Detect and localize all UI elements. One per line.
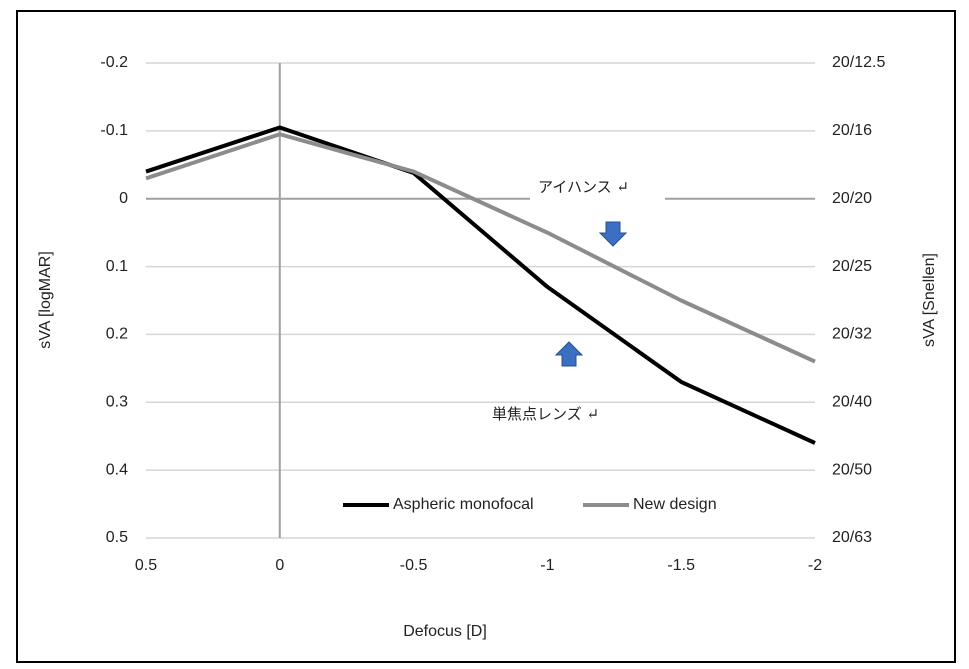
y-tick-label: -0.2 — [100, 54, 128, 71]
y-tick-label: 0 — [119, 190, 128, 207]
plot — [145, 125, 816, 445]
x-tick-label: -0.5 — [400, 557, 428, 574]
annotation: アイハンス ↵ — [538, 178, 629, 196]
series-line — [145, 132, 816, 364]
annotation-bg — [484, 403, 634, 427]
frame — [16, 10, 956, 663]
x-axis-label: Defocus [D] — [403, 623, 487, 640]
y-tick-label: 0.4 — [106, 461, 128, 478]
y-axis-label: sVA [logMAR] — [37, 251, 54, 349]
y-tick-label: -0.1 — [100, 122, 128, 139]
x-tick-label: 0 — [275, 557, 284, 574]
y-tick-label: 0.5 — [106, 529, 128, 546]
y-tick-label: 0.3 — [106, 394, 128, 411]
y2-tick-label: 20/12.5 — [832, 54, 885, 71]
y2-tick-label: 20/20 — [832, 190, 872, 207]
y2-axis-label: sVA [Snellen] — [921, 253, 938, 347]
y2-tick-label: 20/40 — [832, 394, 872, 411]
y2-tick-label: 20/16 — [832, 122, 872, 139]
y-tick-label: 0.2 — [106, 326, 128, 343]
y-tick-label: 0.1 — [106, 258, 128, 275]
y2-tick-label: 20/50 — [832, 461, 872, 478]
annotation-bg — [530, 176, 665, 200]
series-line — [145, 125, 816, 445]
y2-tick-label: 20/63 — [832, 529, 872, 546]
arrow-up — [554, 341, 584, 367]
legend-label: Aspheric monofocal — [393, 496, 534, 513]
annotation: 単焦点レンズ ↵ — [492, 405, 599, 423]
y2-tick-label: 20/25 — [832, 258, 872, 275]
y2-tick-label: 20/32 — [832, 326, 872, 343]
x-tick-label: -1.5 — [667, 557, 695, 574]
legend-label: New design — [633, 496, 717, 513]
grid — [146, 62, 815, 539]
x-tick-label: -2 — [808, 557, 822, 574]
x-tick-label: 0.5 — [135, 557, 157, 574]
x-tick-label: -1 — [540, 557, 554, 574]
arrow-down — [598, 221, 628, 247]
